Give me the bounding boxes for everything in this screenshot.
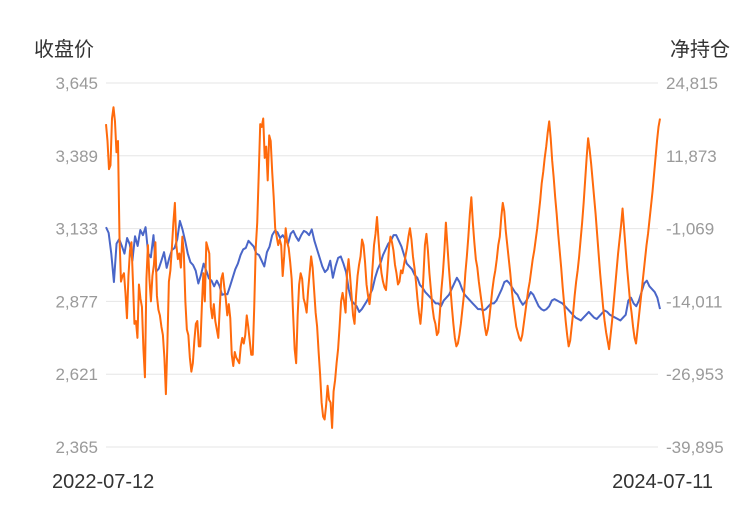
left-axis-ticks: 3,645 3,389 3,133 2,877 2,621 2,365 xyxy=(55,74,98,457)
left-tick-label: 3,133 xyxy=(55,220,98,239)
left-tick-label: 3,389 xyxy=(55,147,98,166)
right-tick-label: -26,953 xyxy=(666,365,724,384)
close-series-line xyxy=(105,219,661,322)
left-tick-label: 3,645 xyxy=(55,74,98,93)
left-tick-label: 2,877 xyxy=(55,292,98,311)
right-axis-ticks: 24,815 11,873 -1,069 -14,011 -26,953 -39,895 xyxy=(666,74,724,457)
x-start-label: 2022-07-12 xyxy=(52,471,154,493)
grid-layer xyxy=(106,82,658,448)
right-tick-label: 11,873 xyxy=(666,147,717,166)
x-end-label: 2024-07-11 xyxy=(612,471,713,493)
right-tick-label: 24,815 xyxy=(666,74,718,93)
right-tick-label: -1,069 xyxy=(666,220,714,239)
left-tick-label: 2,621 xyxy=(55,365,98,384)
left-axis-title: 收盘价 xyxy=(34,38,94,61)
right-tick-label: -39,895 xyxy=(666,438,724,457)
left-tick-label: 2,365 xyxy=(55,438,98,457)
right-tick-label: -14,011 xyxy=(666,292,722,311)
series-layer xyxy=(105,106,661,429)
net-series-line xyxy=(105,106,661,429)
right-axis-title: 净持仓 xyxy=(670,38,730,61)
